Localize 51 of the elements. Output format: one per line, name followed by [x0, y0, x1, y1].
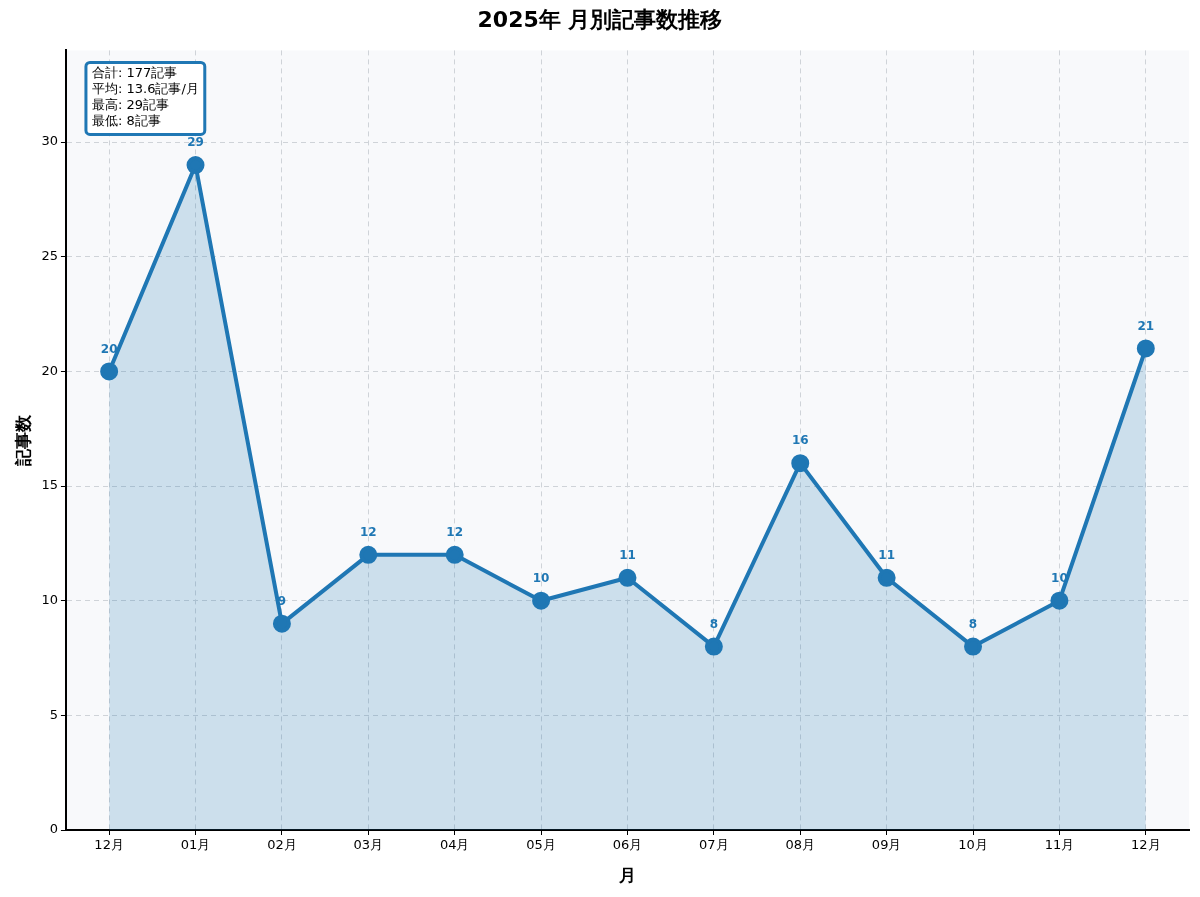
y-axis-title: 記事数 [12, 413, 33, 467]
data-label: 16 [791, 433, 809, 448]
x-tick-label: 09月 [871, 837, 902, 853]
data-label: 8 [968, 616, 978, 631]
point [272, 614, 291, 633]
data-label: 20 [100, 341, 118, 356]
data-label: 11 [878, 547, 895, 562]
x-tick-label: 05月 [526, 837, 556, 853]
y-tick-label: 0 [49, 821, 58, 837]
point [1050, 591, 1069, 610]
y-tick-label: 20 [41, 362, 58, 378]
point [964, 637, 983, 656]
y-tick-label: 30 [41, 133, 58, 149]
x-tick-label: 12月 [94, 837, 124, 853]
point [100, 362, 119, 381]
point [445, 545, 464, 564]
point [186, 156, 205, 175]
data-label: 8 [709, 616, 719, 631]
y-tick-label: 10 [41, 592, 58, 608]
x-axis-title: 月 [617, 865, 636, 886]
x-tick-label: 07月 [699, 837, 729, 853]
chart-title: 2025年 月別記事数推移 [477, 6, 723, 32]
data-label: 12 [446, 524, 464, 539]
point [877, 568, 896, 587]
data-label: 12 [359, 524, 377, 539]
annotation: 最低: 8記事 [91, 113, 161, 129]
x-tick-label: 03月 [353, 837, 384, 853]
point [704, 637, 723, 656]
point [1136, 339, 1155, 358]
annotation: 最高: 29記事 [91, 97, 169, 113]
y-tick-label: 25 [41, 248, 58, 264]
annotation: 平均: 13.6記事/月 [91, 81, 199, 97]
y-tick-label: 15 [41, 477, 58, 493]
x-tick-label: 01月 [180, 837, 211, 853]
data-label: 10 [532, 570, 550, 585]
point [791, 454, 810, 473]
x-tick-label: 12月 [1131, 837, 1161, 853]
point [359, 545, 378, 564]
x-tick-label: 08月 [785, 837, 816, 853]
x-tick-label: 02月 [267, 837, 297, 853]
data-label: 11 [619, 547, 636, 562]
data-label: 29 [187, 135, 204, 150]
x-tick-label: 06月 [612, 837, 643, 853]
x-tick-label: 11月 [1044, 837, 1075, 853]
y-tick-label: 5 [49, 706, 58, 722]
data-label: 21 [1137, 318, 1155, 333]
annotation: 合計: 177記事 [91, 65, 178, 81]
x-tick-label: 10月 [958, 837, 988, 853]
point [618, 568, 637, 587]
point [532, 591, 551, 610]
x-tick-label: 04月 [439, 837, 470, 853]
